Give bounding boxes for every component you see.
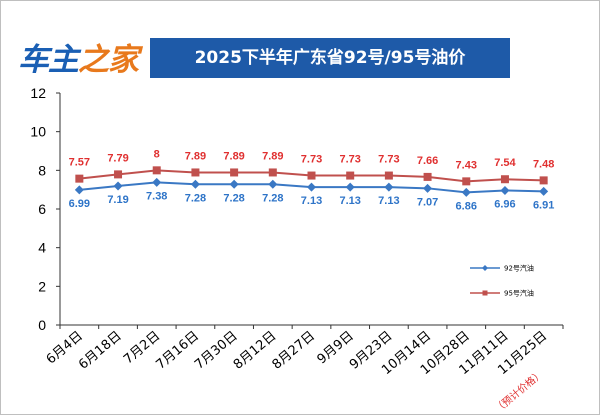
data-label-92: 7.13 — [301, 195, 322, 207]
data-label-92: 6.91 — [533, 199, 554, 211]
data-point-95 — [539, 176, 548, 185]
data-label-95: 7.57 — [69, 157, 90, 169]
legend-marker-92 — [482, 265, 488, 271]
data-point-95 — [114, 170, 123, 179]
x-tick-label: 8月12日 — [231, 329, 280, 373]
series-group: 6.99 7.19 7.38 7.28 7.28 7.28 7.13 7.13 7.13 7.07… — [69, 148, 555, 212]
logo: 车主之家 — [18, 38, 150, 82]
y-tick-label: 0 — [38, 317, 46, 333]
y-tick-label: 10 — [30, 124, 46, 140]
y-tick-label: 8 — [38, 162, 46, 178]
data-label-95: 8 — [154, 148, 160, 160]
data-point-92 — [384, 182, 394, 192]
data-label-95: 7.54 — [494, 157, 516, 169]
data-point-92 — [268, 179, 278, 189]
y-axis-ticks: 0 2 4 6 8 10 12 — [30, 85, 60, 333]
data-label-95: 7.73 — [378, 154, 399, 166]
data-point-95 — [307, 171, 316, 180]
data-point-92 — [539, 186, 549, 196]
legend-marker-95 — [482, 290, 488, 296]
data-label-92: 7.19 — [107, 194, 128, 206]
data-label-92: 7.28 — [223, 192, 244, 204]
data-point-92 — [345, 182, 355, 192]
data-point-95 — [191, 168, 200, 177]
data-label-95: 7.73 — [339, 154, 360, 166]
forecast-annotation: （预计价格） — [492, 367, 546, 415]
data-point-95 — [268, 168, 277, 177]
chart-title: 2025下半年广东省92号/95号油价 — [150, 38, 510, 78]
data-point-92 — [152, 177, 162, 187]
data-label-92: 7.28 — [262, 192, 283, 204]
data-point-95 — [423, 172, 432, 181]
data-point-95 — [75, 174, 84, 183]
data-label-95: 7.89 — [262, 150, 283, 162]
data-point-95 — [500, 175, 509, 184]
data-point-92 — [74, 185, 84, 195]
x-tick-label: 6月18日 — [76, 329, 125, 373]
data-label-92: 7.13 — [378, 195, 399, 207]
data-point-92 — [190, 179, 200, 189]
y-tick-label: 6 — [38, 201, 46, 217]
data-point-92 — [500, 185, 510, 195]
data-point-92 — [423, 183, 433, 193]
data-point-92 — [307, 182, 316, 192]
data-label-92: 6.96 — [494, 198, 515, 210]
y-tick-label: 2 — [38, 278, 46, 294]
data-label-92: 7.07 — [417, 196, 438, 208]
logo-part-2: 之家 — [78, 42, 139, 78]
data-label-92: 7.28 — [185, 192, 206, 204]
data-label-95: 7.66 — [417, 155, 438, 167]
data-label-95: 7.89 — [223, 150, 244, 162]
data-point-95 — [152, 166, 161, 175]
logo-part-1: 车主 — [18, 42, 79, 78]
legend-label-95: 95号汽油 — [504, 289, 534, 298]
data-label-92: 6.99 — [69, 198, 90, 210]
legend: 92号汽油 95号汽油 — [470, 264, 534, 298]
data-label-95: 7.48 — [533, 158, 554, 170]
data-point-92 — [113, 181, 123, 191]
axes — [59, 93, 563, 326]
data-label-95: 7.89 — [185, 150, 206, 162]
data-point-95 — [230, 168, 239, 177]
x-tick-label: 7月30日 — [192, 329, 241, 373]
data-label-92: 7.38 — [146, 190, 167, 202]
x-tick-label: 8月27日 — [269, 329, 318, 373]
legend-label-92: 92号汽油 — [504, 264, 534, 273]
data-label-95: 7.79 — [107, 152, 128, 164]
data-point-92 — [461, 187, 471, 197]
data-point-95 — [384, 171, 393, 180]
data-point-95 — [462, 177, 471, 186]
data-label-95: 7.73 — [301, 154, 322, 166]
y-tick-label: 12 — [30, 85, 46, 101]
x-axis-ticks: 6月4日6月18日7月2日7月16日7月30日8月12日8月27日9月9日9月2… — [44, 325, 564, 378]
data-label-92: 7.13 — [339, 195, 360, 207]
data-label-92: 6.86 — [456, 200, 477, 212]
y-tick-label: 4 — [38, 240, 46, 256]
data-point-95 — [346, 171, 355, 180]
x-tick-label: 7月16日 — [153, 329, 202, 373]
data-point-92 — [229, 179, 239, 189]
data-label-95: 7.43 — [456, 159, 477, 171]
